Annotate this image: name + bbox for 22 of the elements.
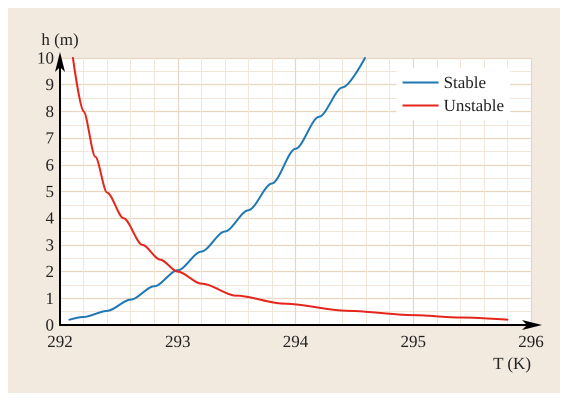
y-tick-label: 2 bbox=[46, 262, 54, 282]
y-tick-label: 6 bbox=[46, 155, 54, 174]
x-tick-label: 295 bbox=[400, 332, 426, 351]
y-tick-label: 7 bbox=[46, 128, 54, 148]
y-tick-label: 9 bbox=[46, 75, 54, 94]
y-tick-label: 8 bbox=[46, 102, 54, 121]
legend-label: Unstable bbox=[444, 96, 504, 115]
x-tick-label: 296 bbox=[518, 332, 544, 351]
legend-label: Stable bbox=[444, 73, 486, 92]
line-series bbox=[72, 57, 508, 321]
y-axis-title: h (m) bbox=[41, 30, 79, 49]
y-tick-label: 3 bbox=[46, 235, 54, 254]
x-tick-label: 292 bbox=[47, 332, 73, 351]
x-tick-label: 294 bbox=[282, 332, 309, 351]
y-tick-label: 10 bbox=[37, 48, 54, 68]
y-tick-label: 1 bbox=[46, 288, 54, 308]
line-series bbox=[68, 57, 366, 321]
y-tick-label: 0 bbox=[46, 316, 54, 334]
x-axis-title: T (K) bbox=[493, 354, 531, 373]
y-tick-label: 5 bbox=[46, 182, 54, 201]
y-tick-label: 4 bbox=[46, 208, 54, 228]
x-tick-label: 293 bbox=[165, 332, 190, 351]
